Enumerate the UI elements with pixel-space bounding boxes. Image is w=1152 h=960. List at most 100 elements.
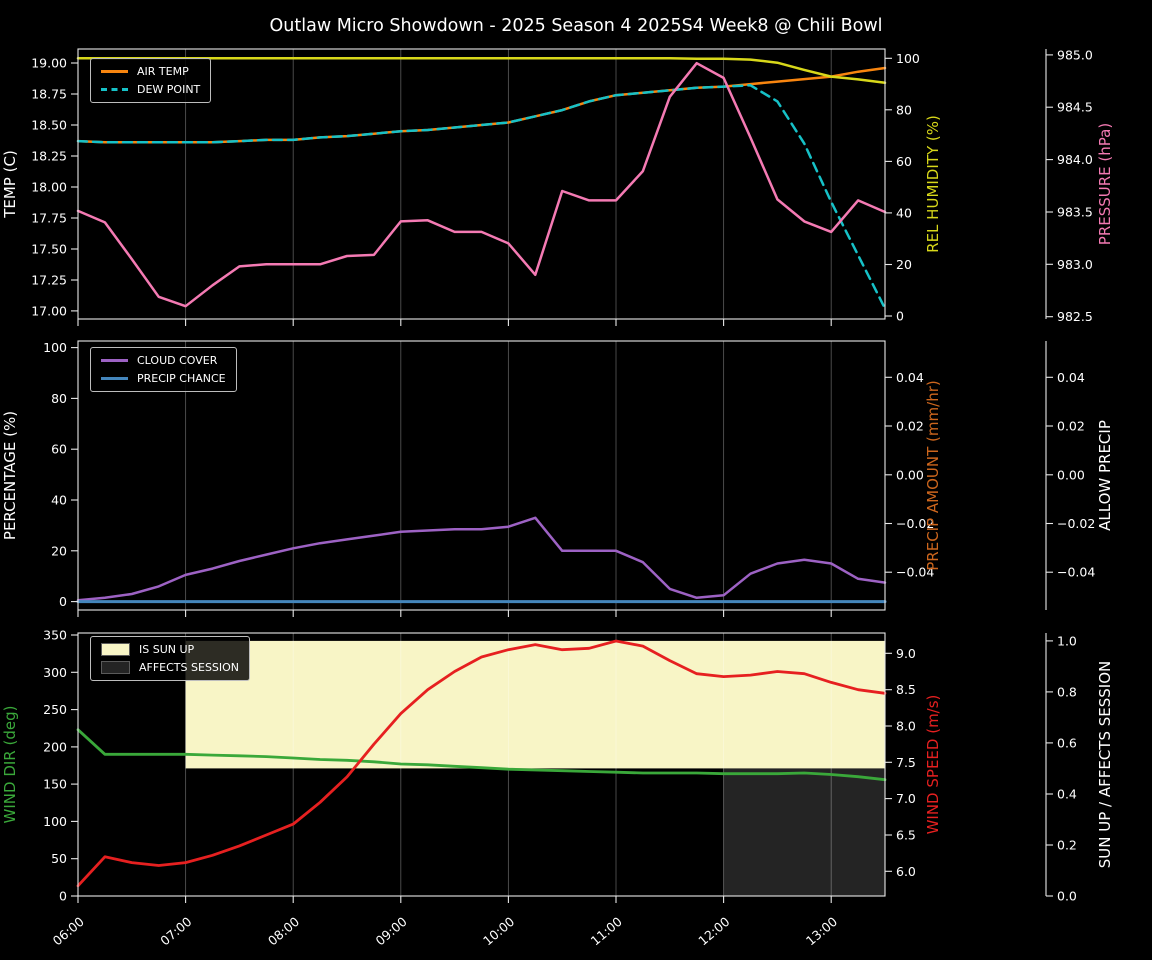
- tick-label: 983.5: [1057, 205, 1093, 220]
- tick-label: 0.6: [1057, 735, 1077, 750]
- tick-label: 200: [43, 739, 67, 754]
- tick-label: 20: [896, 257, 912, 272]
- tick-label: 9.0: [896, 646, 916, 661]
- tick-label: 0: [59, 594, 67, 609]
- tick-label: 19.00: [31, 56, 67, 71]
- x-tick-label: 07:00: [157, 914, 194, 949]
- tick-label: 984.0: [1057, 152, 1093, 167]
- axis-label-sun-up-affects-session: SUN UP / AFFECTS SESSION: [1096, 661, 1114, 869]
- tick-label: 250: [43, 702, 67, 717]
- series-rel-humidity: [76, 57, 887, 85]
- legend-label: CLOUD COVER: [137, 354, 218, 367]
- tick-label: 8.0: [896, 719, 916, 734]
- tick-label: 0: [896, 309, 904, 324]
- tick-label: 0.02: [1057, 419, 1085, 434]
- tick-label: 100: [43, 340, 67, 355]
- tick-label: 0.2: [1057, 838, 1077, 853]
- legend-label: AIR TEMP: [137, 65, 189, 78]
- fill-is-sun-up: [185, 640, 886, 769]
- axis-label-pressure-hpa: PRESSURE (hPa): [1096, 123, 1114, 245]
- tick-label: 18.00: [31, 180, 67, 195]
- tick-label: −0.02: [1057, 516, 1095, 531]
- tick-label: 7.5: [896, 755, 916, 770]
- tick-label: 80: [51, 391, 67, 406]
- legend-temperature: AIR TEMP DEW POINT: [90, 58, 212, 103]
- legend-swatch-precip-chance-icon: [101, 377, 128, 380]
- x-tick-label: 09:00: [372, 914, 409, 949]
- tick-label: −0.04: [1057, 565, 1095, 580]
- series-wind-dir: [76, 728, 887, 782]
- tick-label: 0.04: [1057, 370, 1085, 385]
- legend-label: AFFECTS SESSION: [139, 661, 240, 674]
- legend-item: AFFECTS SESSION: [101, 661, 239, 674]
- tick-label: 60: [896, 154, 912, 169]
- legend-swatch-affects-session-icon: [101, 661, 130, 674]
- tick-label: 1.0: [1057, 633, 1077, 648]
- chart-title: Outlaw Micro Showdown - 2025 Season 4 20…: [269, 16, 883, 36]
- tick-label: 0: [59, 889, 67, 904]
- tick-label: 983.0: [1057, 257, 1093, 272]
- axis-label-temp-c: TEMP (C): [1, 150, 19, 219]
- axis-label-percentage: PERCENTAGE (%): [1, 411, 19, 540]
- tick-label: 8.5: [896, 682, 916, 697]
- panel-border: [77, 340, 886, 611]
- tick-label: 982.5: [1057, 309, 1093, 324]
- tick-label: 40: [51, 493, 67, 508]
- x-tick-label: 13:00: [803, 914, 840, 949]
- tick-label: −0.02: [896, 516, 934, 531]
- tick-label: 6.0: [896, 864, 916, 879]
- tick-label: 985.0: [1057, 47, 1093, 62]
- x-tick-label: 12:00: [695, 914, 732, 949]
- tick-label: 40: [896, 205, 912, 220]
- tick-label: 0.8: [1057, 684, 1077, 699]
- tick-label: 0.4: [1057, 787, 1077, 802]
- tick-label: 17.75: [31, 211, 67, 226]
- axis-label-precip-amount-mm-hr: PRECIP AMOUNT (mm/hr): [924, 380, 942, 570]
- x-tick-label: 06:00: [50, 914, 87, 949]
- tick-label: 60: [51, 442, 67, 457]
- tick-label: 18.75: [31, 87, 67, 102]
- axis-label-allow-precip: ALLOW PRECIP: [1096, 420, 1114, 531]
- legend-wind: IS SUN UP AFFECTS SESSION: [90, 636, 251, 681]
- panel-wind: 0 50 100 150 200 250 300 350 06:00 07:00 08:00 09:0…: [1, 628, 1114, 949]
- legend-item: DEW POINT: [101, 83, 200, 96]
- tick-label: 20: [51, 543, 67, 558]
- legend-swatch-air-temp-icon: [101, 70, 128, 73]
- axis-label-rel-humidity: REL HUMIDITY (%): [924, 115, 942, 253]
- tick-label: 0.04: [896, 370, 924, 385]
- legend-label: PRECIP CHANCE: [137, 372, 226, 385]
- panel-border: [77, 632, 886, 897]
- tick-label: 18.50: [31, 118, 67, 133]
- tick-label: 17.00: [31, 303, 67, 318]
- axis-label-wind-speed-m-s: WIND SPEED (m/s): [924, 695, 942, 835]
- legend-item: CLOUD COVER: [101, 354, 226, 367]
- axis-label-wind-dir-deg: WIND DIR (deg): [1, 706, 19, 824]
- tick-label: −0.04: [896, 565, 934, 580]
- tick-label: 18.25: [31, 149, 67, 164]
- series-pressure: [76, 61, 887, 308]
- tick-label: 150: [43, 777, 67, 792]
- tick-label: 300: [43, 665, 67, 680]
- fill-affects-session: [723, 768, 885, 896]
- panel-temperature: 17.00 17.25 17.50 17.75 18.00 18.25 18.50 18.75…: [1, 47, 1114, 326]
- tick-label: 17.50: [31, 242, 67, 257]
- legend-item: PRECIP CHANCE: [101, 372, 226, 385]
- tick-label: 350: [43, 628, 67, 643]
- x-tick-label: 11:00: [588, 914, 625, 949]
- tick-label: 17.25: [31, 273, 67, 288]
- legend-swatch-dew-point-icon: [101, 88, 128, 91]
- tick-label: 50: [51, 851, 67, 866]
- panel-precipitation: 020406080100−0.04−0.020.000.020.04PRECIP…: [1, 340, 1114, 617]
- tick-label: 0.00: [1057, 467, 1085, 482]
- tick-label: 0.02: [896, 419, 924, 434]
- x-tick-label: 08:00: [265, 914, 302, 949]
- series-wind-speed: [76, 639, 887, 888]
- tick-label: 6.5: [896, 828, 916, 843]
- tick-label: 0.0: [1057, 889, 1077, 904]
- legend-label: DEW POINT: [137, 83, 201, 96]
- legend-item: AIR TEMP: [101, 65, 200, 78]
- series-dew-point: [76, 84, 887, 310]
- tick-label: 7.0: [896, 791, 916, 806]
